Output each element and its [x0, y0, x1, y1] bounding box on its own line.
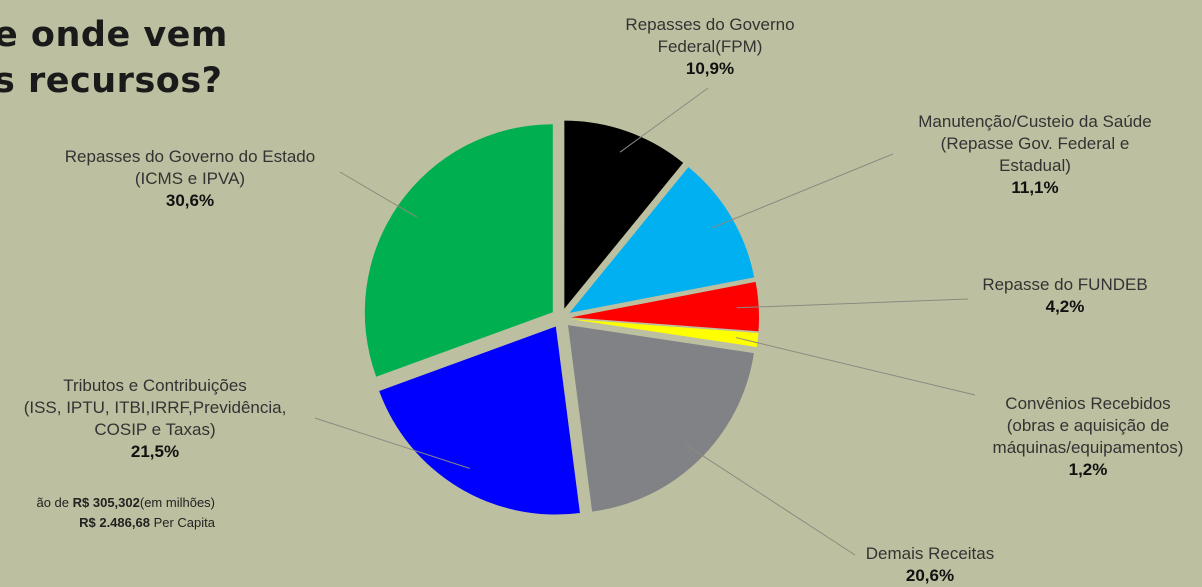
slice-percent-label: 20,6% — [905, 566, 955, 585]
slice-percent-label: 10,9% — [685, 59, 735, 78]
label-demais: Demais Receitas 20,6% — [830, 543, 1030, 587]
leader-line — [314, 417, 470, 469]
slice-percent-label: 30,6% — [165, 191, 215, 210]
pie-slice — [569, 167, 755, 313]
footer-line-2: R$ 2.486,68 Per Capita — [79, 515, 215, 530]
slice-label-line: (ICMS e IPVA) — [134, 169, 246, 188]
leader-line — [711, 153, 894, 229]
page-title: e onde vem s recursos? — [0, 12, 228, 104]
title-line-1: e onde vem — [0, 15, 228, 55]
slice-label-line: máquinas/equipamentos) — [992, 438, 1184, 457]
slice-label-line: Repasse do FUNDEB — [982, 275, 1148, 294]
slice-percent-label: 4,2% — [1045, 297, 1085, 316]
slice-label-line: Repasses do Governo — [625, 15, 795, 34]
leader-line — [619, 87, 709, 153]
label-fundeb: Repasse do FUNDEB 4,2% — [960, 274, 1170, 318]
slice-percent-label: 1,2% — [1068, 460, 1108, 479]
slice-label-line: Demais Receitas — [865, 544, 995, 563]
slice-label-line: Tributos e Contribuições — [63, 376, 247, 395]
pie-slice — [364, 124, 553, 377]
slice-label-line: (ISS, IPTU, ITBI,IRRF,Previdência, — [23, 398, 287, 417]
pie-slice — [564, 120, 684, 309]
pie-slice — [567, 325, 754, 512]
pie-slice — [570, 319, 759, 348]
slice-label-line: Estadual) — [999, 156, 1071, 175]
slice-label-line: Federal(FPM) — [657, 37, 763, 56]
slice-percent-label: 21,5% — [130, 442, 180, 461]
leader-line — [736, 298, 969, 309]
slice-label-line: Repasses do Governo do Estado — [64, 147, 316, 166]
pie-slice — [570, 281, 759, 332]
footer-line-1: ão de R$ 305,302(em milhões) — [36, 495, 215, 510]
label-fpm: Repasses do Governo Federal(FPM) 10,9% — [605, 14, 815, 80]
label-estado: Repasses do Governo do Estado (ICMS e IPV… — [30, 146, 350, 212]
slice-label-line: Manutenção/Custeio da Saúde — [918, 112, 1152, 131]
budget-footer: ão de R$ 305,302(em milhões) R$ 2.486,68… — [0, 493, 215, 533]
slice-percent-label: 11,1% — [1011, 178, 1059, 197]
label-saude: Manutenção/Custeio da Saúde (Repasse Gov.… — [880, 111, 1190, 199]
leader-line — [735, 337, 976, 396]
label-convenios: Convênios Recebidos (obras e aquisição de… — [970, 393, 1202, 481]
slice-label-line: Convênios Recebidos — [1005, 394, 1171, 413]
slice-label-line: (Repasse Gov. Federal e — [940, 134, 1130, 153]
slice-label-line: (obras e aquisição de — [1006, 416, 1170, 435]
slice-label-line: COSIP e Taxas) — [94, 420, 216, 439]
leader-line — [339, 171, 418, 218]
title-line-2: s recursos? — [0, 61, 223, 101]
label-tributos: Tributos e Contribuições (ISS, IPTU, ITBI… — [0, 375, 310, 463]
leader-line — [683, 443, 856, 556]
pie-slice — [379, 326, 580, 515]
